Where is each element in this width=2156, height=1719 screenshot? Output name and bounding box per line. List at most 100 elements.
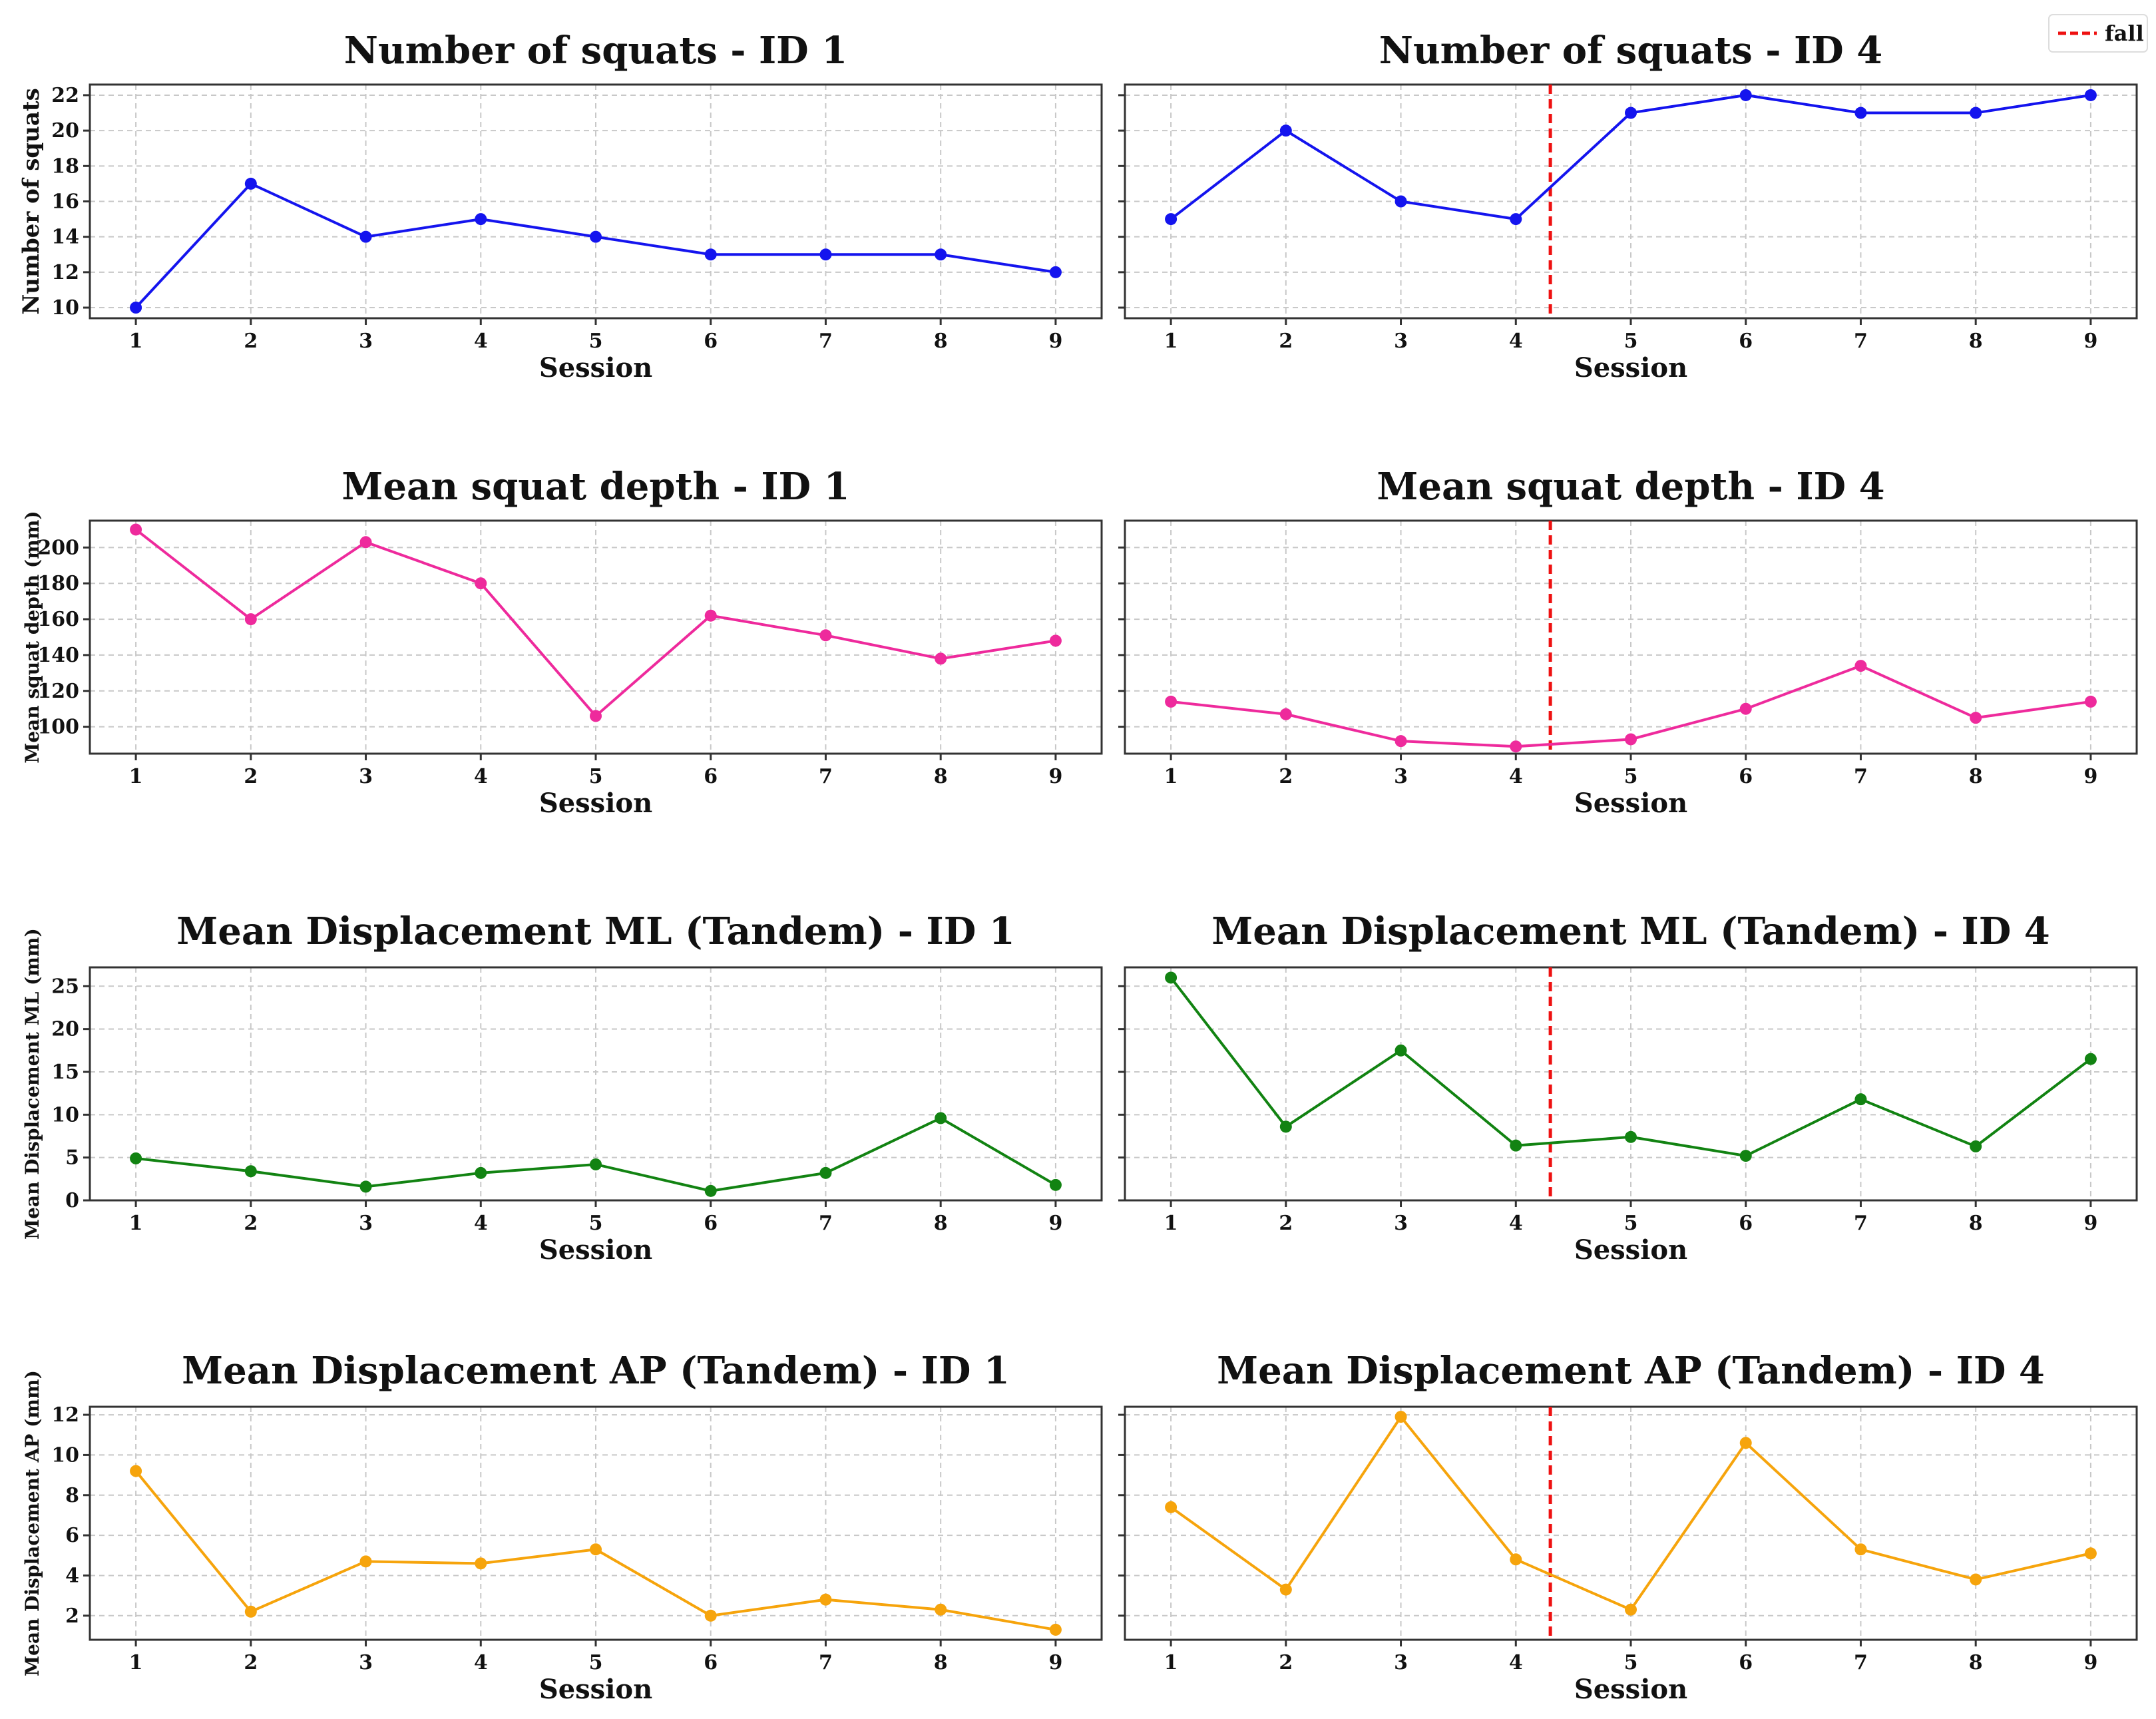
y-tick-label: 10 (51, 296, 79, 320)
x-tick-label: 4 (1509, 1212, 1523, 1235)
x-axis-label: Session (1574, 1234, 1687, 1266)
y-tick-label: 5 (65, 1146, 79, 1170)
x-tick-label: 7 (1854, 765, 1868, 788)
data-point (590, 1543, 602, 1556)
x-tick-label: 6 (704, 1651, 718, 1674)
y-axis-label: Mean Displacement AP (mm) (21, 1370, 43, 1676)
x-tick-label: 9 (1048, 765, 1062, 788)
x-tick-label: 4 (474, 1212, 488, 1235)
grid (1125, 1407, 2137, 1640)
data-point (244, 613, 257, 626)
data-point (1625, 1603, 1637, 1616)
data-point (1854, 107, 1867, 119)
data-point (704, 1184, 717, 1197)
data-point (1395, 1411, 1407, 1423)
x-tick-label: 5 (589, 1651, 603, 1674)
data-point (1395, 735, 1407, 748)
x-tick-label: 3 (359, 1651, 373, 1674)
chart-6: Mean Displacement ML (Tandem) - ID 4 1 2 3 4… (1118, 909, 2138, 1266)
x-axis-label: Session (539, 1674, 652, 1705)
y-tick-label: 18 (51, 154, 79, 178)
data-point (2084, 1053, 2097, 1065)
data-point (475, 213, 487, 226)
x-tick-label: 7 (819, 330, 833, 353)
data-point (935, 248, 947, 261)
data-point (1970, 1140, 1982, 1152)
y-tick-label: 180 (37, 572, 79, 595)
y-tick-label: 4 (65, 1564, 79, 1587)
data-point (1970, 1573, 1982, 1586)
legend-fall-label: fall (2105, 21, 2144, 46)
x-tick-label: 3 (1394, 330, 1408, 353)
data-point (1279, 124, 1292, 137)
x-tick-label: 7 (1854, 1212, 1868, 1235)
x-tick-label: 9 (2083, 765, 2097, 788)
data-point (1739, 89, 1752, 101)
data-point (1739, 702, 1752, 715)
y-tick-label: 10 (51, 1443, 79, 1467)
data-point (1510, 1553, 1522, 1566)
data-point (704, 1609, 717, 1622)
data-point (359, 1180, 372, 1193)
x-tick-label: 8 (1969, 1212, 1983, 1235)
x-tick-label: 8 (1969, 765, 1983, 788)
legend-box (2048, 14, 2148, 53)
x-axis-label: Session (1574, 1674, 1687, 1705)
x-tick-label: 3 (1394, 1651, 1408, 1674)
data-point (2084, 89, 2097, 101)
x-tick-label: 2 (1279, 330, 1293, 353)
x-tick-label: 7 (1854, 1651, 1868, 1674)
data-point (1049, 1623, 1062, 1636)
data-point (1854, 660, 1867, 672)
data-point (475, 1557, 487, 1570)
y-tick-label: 12 (51, 261, 79, 284)
data-point (1625, 1130, 1637, 1143)
x-tick-label: 8 (934, 1212, 948, 1235)
data-point (1739, 1150, 1752, 1162)
x-tick-label: 1 (1164, 1212, 1178, 1235)
chart-4: Mean squat depth - ID 4 1 2 3 4 5 6 7 8 9 Session (1118, 465, 2138, 819)
data-point (935, 1112, 947, 1124)
chart-title: Mean Displacement AP (Tandem) - ID 4 (1217, 1349, 2045, 1393)
x-tick-label: 6 (704, 1212, 718, 1235)
x-tick-label: 1 (1164, 765, 1178, 788)
data-point (1510, 213, 1522, 226)
x-axis-label: Session (1574, 352, 1687, 383)
x-tick-label: 4 (474, 330, 488, 353)
y-tick-label: 20 (51, 1018, 79, 1041)
x-tick-label: 4 (474, 765, 488, 788)
data-point (819, 1593, 832, 1606)
data-point (1049, 266, 1062, 278)
data-point (1510, 1139, 1522, 1152)
x-tick-label: 3 (359, 330, 373, 353)
data-point (590, 710, 602, 722)
chart-title: Mean squat depth - ID 1 (341, 465, 849, 509)
data-point (130, 1152, 142, 1164)
chart-title: Mean Displacement ML (Tandem) - ID 1 (176, 909, 1015, 953)
x-tick-label: 6 (1739, 765, 1753, 788)
x-tick-label: 8 (1969, 330, 1983, 353)
x-axis-label: Session (539, 352, 652, 383)
x-tick-label: 9 (1048, 1212, 1062, 1235)
data-point (130, 523, 142, 536)
x-tick-label: 6 (704, 765, 718, 788)
y-tick-label: 120 (37, 680, 79, 703)
data-point (590, 1158, 602, 1170)
x-tick-label: 1 (1164, 1651, 1178, 1674)
x-tick-label: 5 (589, 330, 603, 353)
data-point (1970, 107, 1982, 119)
chart-title: Number of squats - ID 1 (344, 29, 847, 73)
y-tick-label: 160 (37, 608, 79, 631)
grid (1125, 85, 2137, 318)
data-point (130, 302, 142, 314)
data-point (1165, 695, 1178, 708)
x-tick-label: 2 (244, 1651, 258, 1674)
x-tick-label: 8 (934, 330, 948, 353)
x-tick-label: 7 (819, 1212, 833, 1235)
grid (1125, 967, 2137, 1201)
chart-5: Mean Displacement ML (Tandem) - ID 1 1 2 3 4… (21, 909, 1103, 1266)
data-point (1970, 712, 1982, 724)
data-point (359, 1555, 372, 1568)
x-tick-label: 2 (244, 330, 258, 353)
data-point (819, 1166, 832, 1179)
